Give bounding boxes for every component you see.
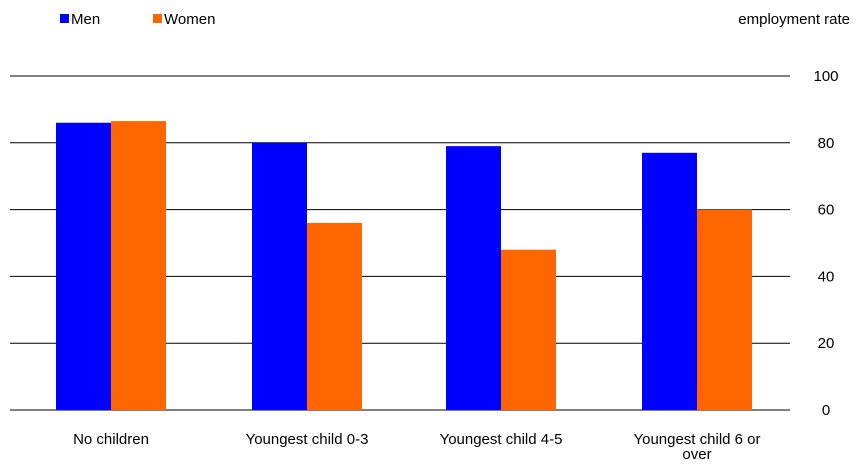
y-tick-label-20: 20 [818, 335, 835, 352]
y-axis-label: employment rate [738, 11, 850, 28]
x-tick-label-0: No children [73, 431, 149, 448]
bar-men-1 [252, 142, 307, 411]
legend-swatch-men [60, 14, 69, 23]
bar-women-3 [697, 209, 752, 410]
x-tick-label-2: Youngest child 4-5 [440, 431, 563, 448]
x-axis-labels: No children Youngest child 0-3 Youngest ch… [73, 431, 760, 463]
bars [56, 121, 752, 411]
y-tick-label-0: 0 [822, 402, 830, 419]
x-tick-label-3: Youngest child 6 or over [633, 431, 760, 463]
legend-label-women: Women [164, 11, 215, 28]
legend-label-men: Men [71, 11, 100, 28]
y-tick-label-80: 80 [818, 135, 835, 152]
legend: Men Women [60, 11, 215, 28]
bar-men-2 [446, 146, 501, 410]
bar-women-1 [307, 222, 362, 410]
y-tick-label-60: 60 [818, 202, 835, 219]
y-axis-ticks: 0 20 40 60 80 100 [813, 68, 838, 419]
x-tick-label-1: Youngest child 0-3 [246, 431, 369, 448]
bar-women-2 [501, 249, 556, 410]
bar-women-0 [111, 121, 166, 410]
bar-men-0 [56, 122, 111, 410]
y-tick-label-100: 100 [813, 68, 838, 85]
bar-men-3 [642, 152, 697, 410]
y-tick-label-40: 40 [818, 268, 835, 285]
legend-swatch-women [153, 14, 162, 23]
